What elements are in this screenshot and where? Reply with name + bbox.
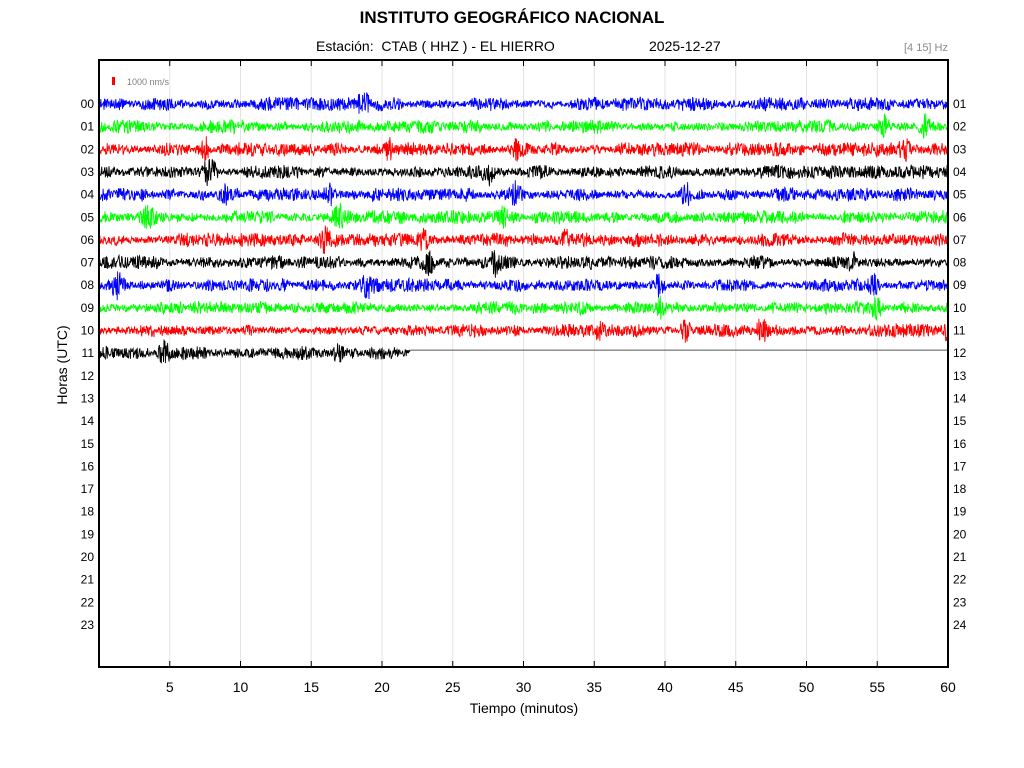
hour-label-right: 21 <box>953 550 967 564</box>
hour-label-right: 24 <box>953 618 967 632</box>
hour-label-right: 09 <box>953 278 967 292</box>
x-tick-label: 55 <box>869 679 885 695</box>
hour-label-right: 01 <box>953 97 967 111</box>
hour-label-left: 09 <box>81 301 95 315</box>
hour-label-left: 05 <box>81 210 95 224</box>
hour-label-right: 08 <box>953 256 967 270</box>
hour-label-right: 22 <box>953 573 967 587</box>
hour-label-left: 16 <box>81 459 95 473</box>
hour-label-left: 10 <box>81 324 95 338</box>
frequency-band-label: [4 15] Hz <box>903 42 948 54</box>
hour-label-left: 18 <box>81 505 95 519</box>
trace-hour-11 <box>98 339 411 364</box>
date-label: 2025-12-27 <box>649 38 721 54</box>
hour-label-right: 02 <box>953 120 967 134</box>
trace-hour-10 <box>98 318 949 343</box>
hour-label-right: 11 <box>953 324 966 338</box>
hour-label-right: 14 <box>953 391 967 405</box>
scale-bar: 1000 nm/s <box>112 77 170 87</box>
trace-hour-06 <box>98 225 949 255</box>
hour-label-right: 07 <box>953 233 967 247</box>
x-tick-label: 40 <box>657 679 673 695</box>
hour-label-right: 04 <box>953 165 967 179</box>
hour-label-left: 04 <box>81 188 95 202</box>
hour-label-right: 05 <box>953 188 967 202</box>
x-tick-label: 15 <box>303 679 319 695</box>
plot-title: INSTITUTO GEOGRÁFICO NACIONAL <box>359 8 665 27</box>
hour-label-left: 17 <box>81 482 95 496</box>
hour-label-left: 12 <box>81 369 95 383</box>
hour-label-right: 06 <box>953 210 967 224</box>
x-tick-label: 25 <box>445 679 461 695</box>
hour-label-right: 18 <box>953 482 967 496</box>
trace-hour-00 <box>98 92 949 114</box>
hour-label-left: 03 <box>81 165 95 179</box>
x-tick-label: 35 <box>586 679 602 695</box>
trace-hour-05 <box>98 202 949 230</box>
hour-label-left: 22 <box>81 595 95 609</box>
hour-label-left: 20 <box>81 550 95 564</box>
hour-label-left: 01 <box>81 120 95 134</box>
scale-bar-label: 1000 nm/s <box>127 77 170 87</box>
hour-label-right: 10 <box>953 301 967 315</box>
station-info: Estación: CTAB ( HHZ ) - EL HIERRO <box>316 38 555 54</box>
hour-label-left: 07 <box>81 256 95 270</box>
trace-hour-02 <box>98 136 949 162</box>
hour-label-left: 08 <box>81 278 95 292</box>
x-axis-label: Tiempo (minutos) <box>469 700 579 716</box>
trace-hour-07 <box>98 250 949 278</box>
hour-label-left: 06 <box>81 233 95 247</box>
x-tick-label: 30 <box>516 679 532 695</box>
x-tick-label: 20 <box>374 679 390 695</box>
hour-label-right: 17 <box>953 459 967 473</box>
hour-label-right: 20 <box>953 527 967 541</box>
hour-label-right: 12 <box>953 346 967 360</box>
x-ticks: 5 10 15 20 25 30 35 40 45 50 55 60 <box>166 60 956 695</box>
plot-frame <box>98 59 949 668</box>
hour-labels: 00 01 02 03 04 05 06 07 08 09 10 11 12 13 14 15 16 17 18 19… <box>81 97 967 632</box>
hour-label-left: 19 <box>81 527 95 541</box>
hour-label-right: 16 <box>953 437 967 451</box>
hour-label-left: 00 <box>81 97 95 111</box>
seismic-traces <box>98 92 949 364</box>
x-tick-label: 5 <box>166 679 174 695</box>
trace-hour-09 <box>98 295 949 321</box>
hour-label-left: 15 <box>81 437 95 451</box>
hour-label-left: 11 <box>82 346 95 360</box>
x-tick-label: 50 <box>799 679 815 695</box>
hour-label-right: 15 <box>953 414 967 428</box>
hour-label-left: 14 <box>81 414 95 428</box>
hour-label-right: 19 <box>953 505 967 519</box>
hour-label-right: 03 <box>953 142 967 156</box>
trace-hour-04 <box>98 180 949 207</box>
x-tick-label: 45 <box>728 679 744 695</box>
x-tick-label: 10 <box>233 679 249 695</box>
trace-hour-01 <box>98 113 949 140</box>
hour-label-right: 23 <box>953 595 967 609</box>
trace-hour-08 <box>98 271 949 301</box>
x-tick-label: 60 <box>940 679 956 695</box>
hour-label-left: 02 <box>81 142 95 156</box>
hour-label-left: 13 <box>81 391 95 405</box>
hour-label-left: 23 <box>81 618 95 632</box>
hour-label-left: 21 <box>81 573 95 587</box>
grid-lines <box>169 60 878 667</box>
trace-hour-03 <box>98 159 949 187</box>
hour-label-right: 13 <box>953 369 967 383</box>
scale-bar-mark <box>112 77 115 85</box>
